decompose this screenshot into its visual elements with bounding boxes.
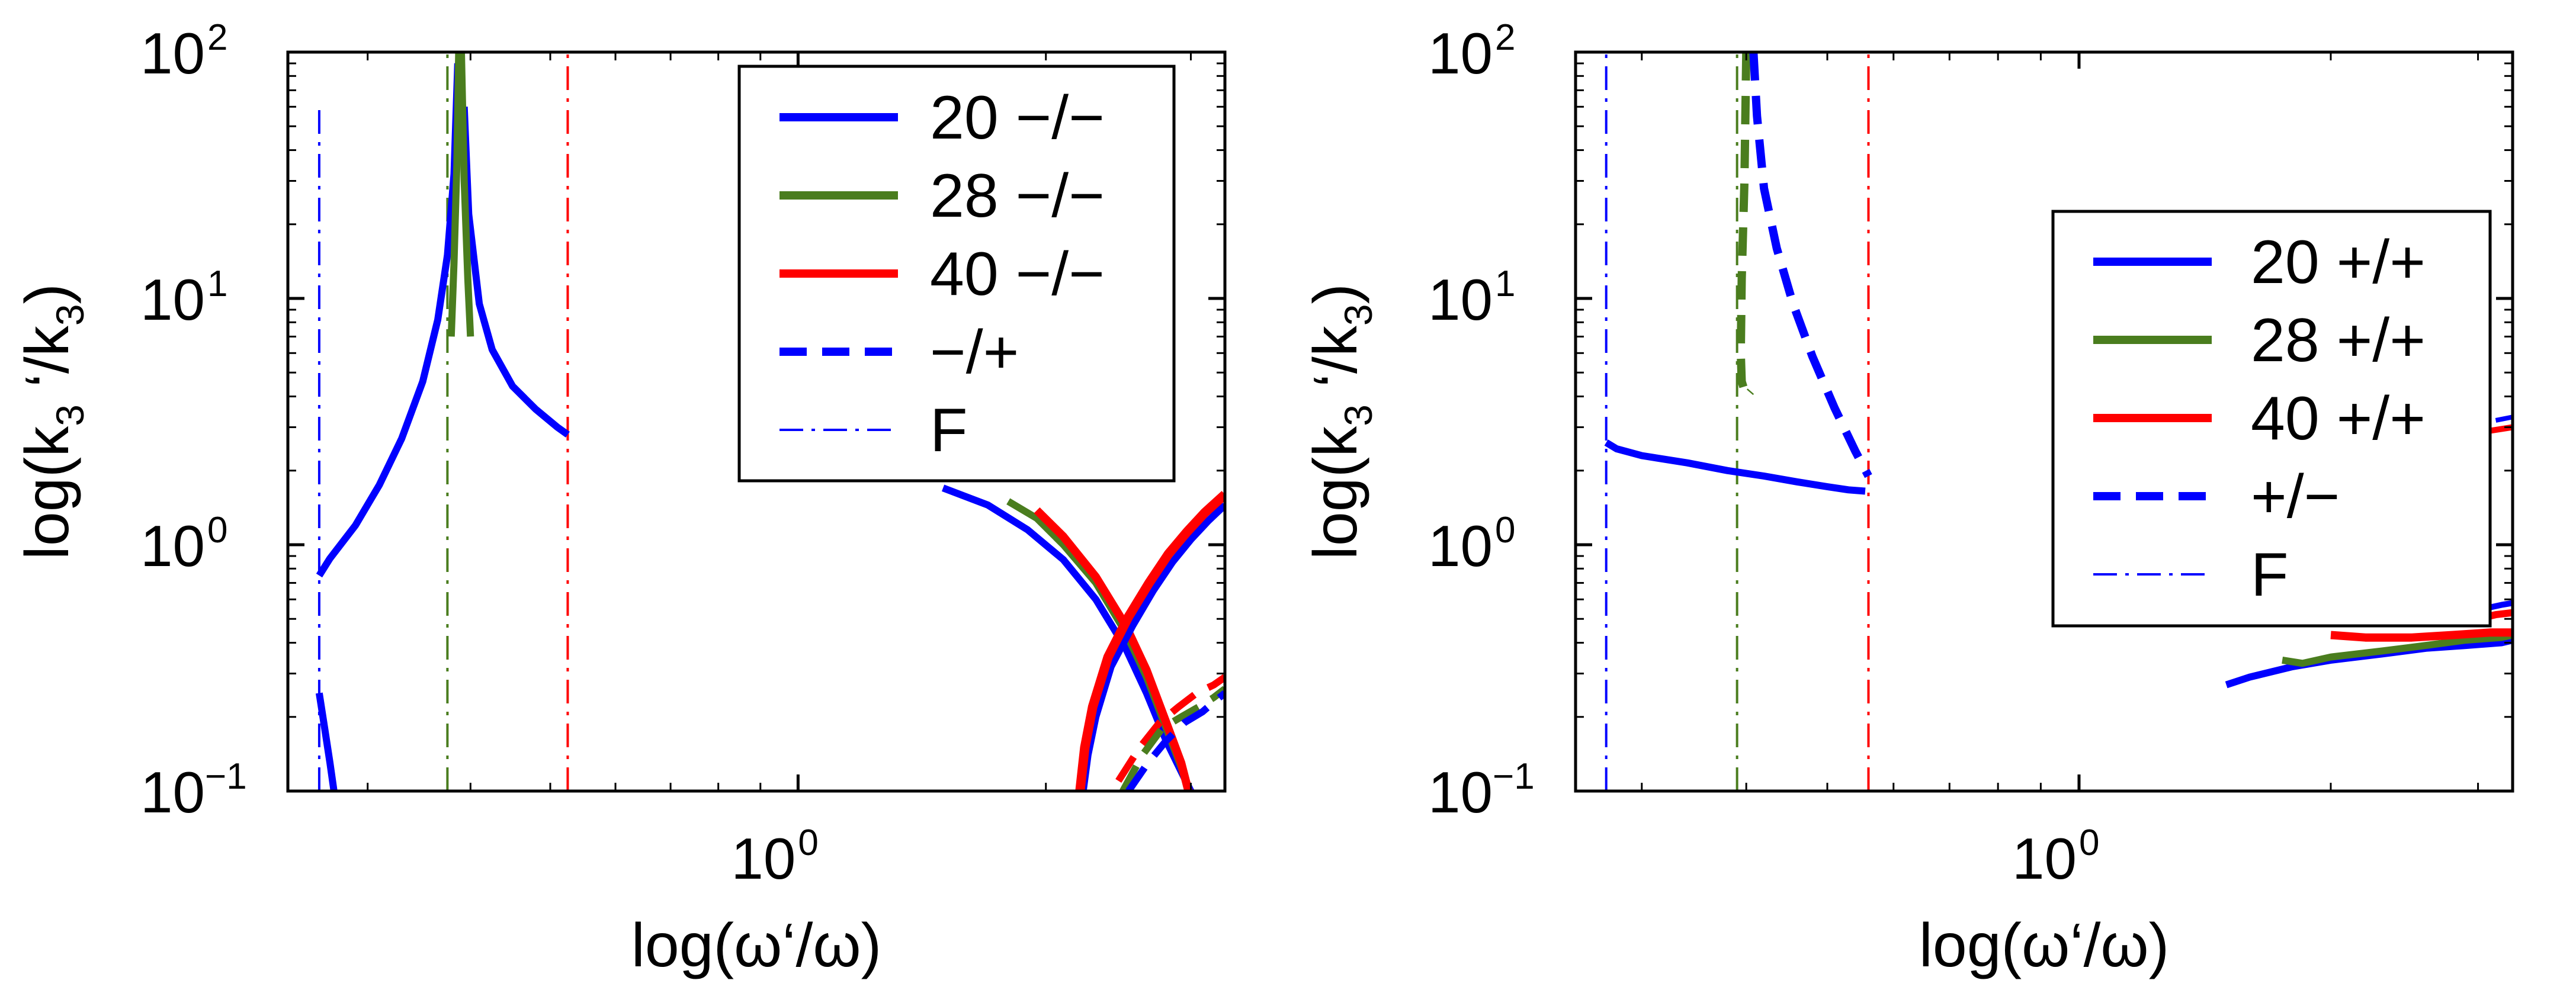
left-axes-frame	[286, 50, 1227, 793]
left-y-tick-label: 10	[140, 267, 205, 332]
right-y-tick-label: 10	[1428, 760, 1493, 825]
left-series-line	[1034, 507, 1193, 791]
left-x-axis-label: log(ω‘/ω)	[631, 911, 881, 980]
right-legend-label: 20 +/+	[2251, 228, 2426, 297]
right-legend-entry: 28 +/+	[2093, 306, 2426, 375]
right-legend-label: F	[2251, 541, 2289, 609]
left-series-line	[1075, 491, 1225, 791]
left-plot-area	[315, 52, 1225, 791]
left-y-tick-exponent: 1	[207, 263, 227, 304]
left-series-line	[316, 63, 461, 578]
right-axes-frame	[1574, 50, 2514, 793]
right-x-axis-label: log(ω‘/ω)	[1919, 911, 2169, 980]
right-y-tick-label: 10	[1428, 513, 1493, 578]
left-x-tick-label: 10	[731, 826, 795, 891]
right-y-tick-label: 10	[1428, 267, 1493, 332]
right-series-line	[1604, 439, 1866, 495]
right-series-line	[1749, 52, 1872, 478]
left-series-line	[315, 692, 338, 791]
left-series-line	[460, 107, 570, 438]
right-legend: 20 +/+ 28 +/+ 40 +/+ +/− F	[2051, 210, 2492, 628]
left-legend-label: 28 −/−	[930, 162, 1105, 230]
right-y-tick-exponent: −1	[1493, 756, 1535, 797]
left-x-ticks: 10 0	[367, 52, 1192, 891]
left-legend-entry: −/+	[779, 318, 1019, 387]
right-series-line	[2225, 637, 2513, 689]
left-series-line	[458, 52, 474, 337]
left-legend-entry: 40 −/−	[779, 240, 1105, 308]
left-legend-label: F	[930, 396, 968, 465]
right-legend-label: 28 +/+	[2251, 306, 2426, 375]
left-legend: 20 −/− 28 −/− 40 −/− −/+ F	[737, 65, 1176, 483]
left-y-tick-label: 10	[140, 513, 205, 578]
right-legend-entry: 40 +/+	[2093, 384, 2426, 453]
right-y-axis-label: log(k3 ‘/k3)	[1301, 284, 1380, 560]
left-y-tick-exponent: 2	[207, 17, 227, 58]
right-legend-entry: +/−	[2093, 462, 2340, 531]
right-legend-entry: 20 +/+	[2093, 228, 2426, 297]
left-series-line	[447, 52, 463, 337]
right-y-tick-exponent: 2	[1495, 17, 1515, 58]
left-y-axis-label: log(k3 ‘/k3)	[13, 284, 92, 560]
left-legend-label: 20 −/−	[930, 83, 1105, 152]
right-x-tick-exponent: 0	[2079, 822, 2099, 863]
right-y-tick-label: 10	[1428, 21, 1493, 86]
right-legend-label: +/−	[2251, 462, 2340, 531]
left-legend-entry: F	[779, 396, 968, 465]
left-y-tick-exponent: −1	[205, 756, 247, 797]
left-y-tick-exponent: 0	[207, 510, 227, 551]
left-x-tick-exponent: 0	[798, 822, 818, 863]
left-legend-entry: 20 −/−	[779, 83, 1105, 152]
right-plot-area	[1604, 52, 2513, 791]
right-y-tick-exponent: 0	[1495, 510, 1515, 551]
left-y-tick-label: 10	[140, 760, 205, 825]
right-legend-entry: F	[2093, 541, 2289, 609]
left-series-line	[1079, 502, 1225, 791]
left-legend-label: 40 −/−	[930, 240, 1105, 308]
right-series-line	[2330, 628, 2513, 642]
left-y-tick-label: 10	[140, 21, 205, 86]
left-legend-entry: 28 −/−	[779, 162, 1105, 230]
left-series-line	[1115, 674, 1225, 783]
left-series-line	[1125, 690, 1225, 791]
right-x-ticks: 10 0	[1641, 52, 2479, 891]
left-series-line	[1119, 686, 1225, 791]
right-legend-label: 40 +/+	[2251, 384, 2426, 453]
right-y-tick-exponent: 1	[1495, 263, 1515, 304]
right-series-line	[2495, 414, 2513, 423]
left-legend-label: −/+	[930, 318, 1019, 387]
right-series-line	[1736, 52, 1754, 401]
right-x-tick-label: 10	[2012, 826, 2077, 891]
right-series-line	[2282, 631, 2513, 667]
